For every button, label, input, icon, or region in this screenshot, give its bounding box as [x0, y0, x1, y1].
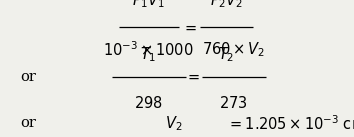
Text: or: or [21, 70, 36, 84]
Text: $=$: $=$ [182, 20, 197, 35]
Text: $=$: $=$ [185, 69, 201, 84]
Text: $= 1.205 \times 10^{-3}$ cm$^3$: $= 1.205 \times 10^{-3}$ cm$^3$ [227, 114, 354, 133]
Text: $P_2V_2$: $P_2V_2$ [210, 0, 243, 10]
Text: $V_2$: $V_2$ [165, 114, 182, 133]
Text: $T_2$: $T_2$ [218, 45, 235, 64]
Text: $273$: $273$ [219, 95, 248, 111]
Text: $P_1V_1$: $P_1V_1$ [132, 0, 165, 10]
Text: or: or [21, 116, 36, 130]
Text: $298$: $298$ [135, 95, 163, 111]
Text: $10^{-3} \times 1000$: $10^{-3} \times 1000$ [103, 40, 194, 59]
Text: $760 \times V_2$: $760 \times V_2$ [202, 40, 265, 59]
Text: $T_1$: $T_1$ [141, 45, 157, 64]
